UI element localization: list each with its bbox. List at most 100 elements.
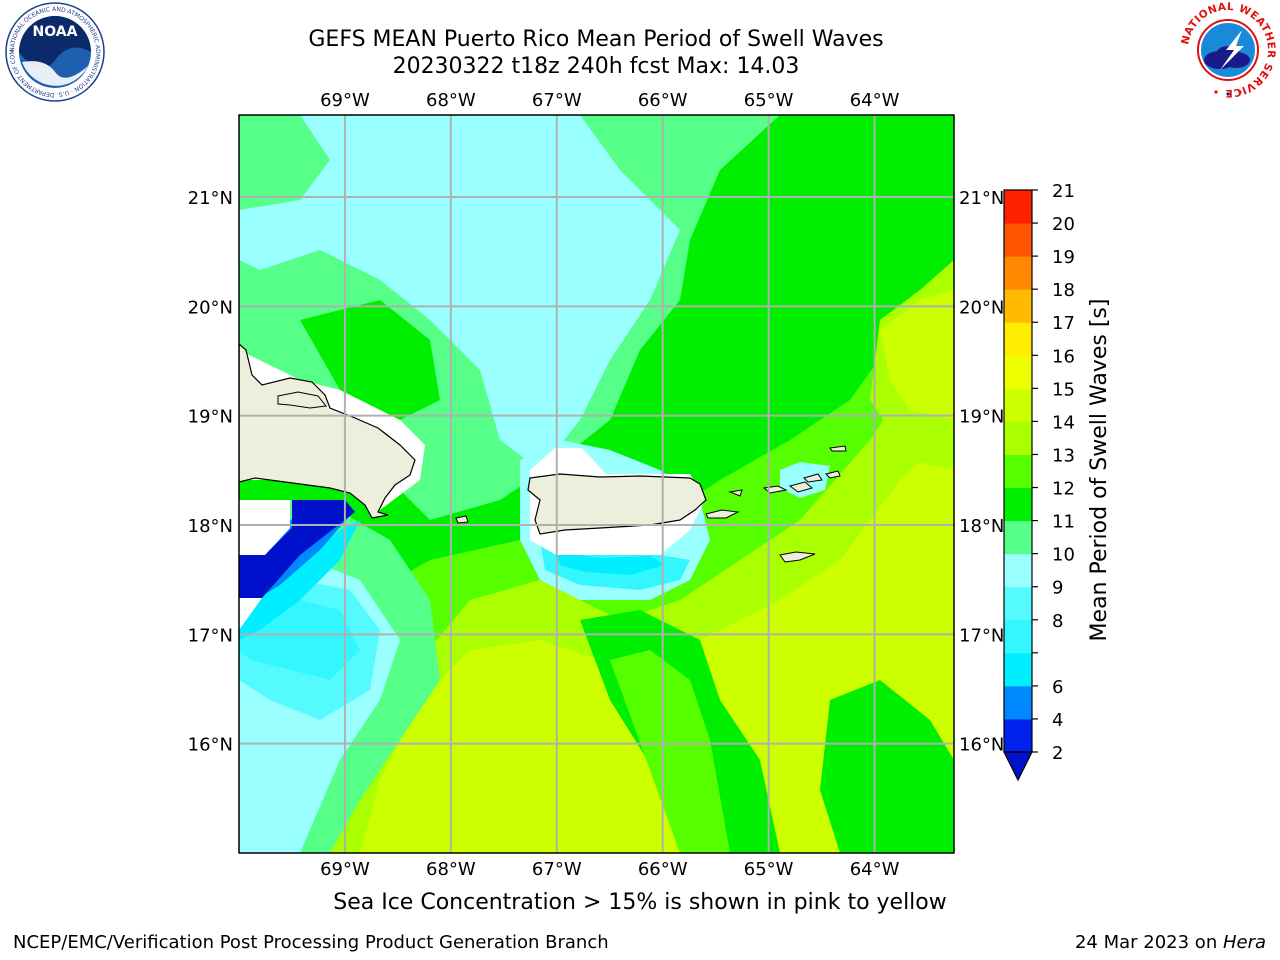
land-hispaniola: [239, 343, 416, 519]
colorbar-swatch: [1004, 652, 1032, 687]
land-mask-hispaniola-2: [239, 500, 290, 555]
colorbar-tick-label: 19: [1052, 247, 1075, 268]
colorbar-tick-label: 18: [1052, 280, 1075, 301]
colorbar-tick-label: 10: [1052, 545, 1075, 566]
colorbar-tick-label: 17: [1052, 313, 1075, 334]
lon-label: 64°W: [850, 90, 900, 111]
lat-label: 18°N: [188, 516, 233, 537]
colorbar-swatch: [1004, 520, 1032, 555]
sea-ice-note: Sea Ice Concentration > 15% is shown in …: [333, 890, 947, 915]
colorbar-tick-label: 15: [1052, 379, 1075, 400]
lon-label: 68°W: [426, 859, 476, 880]
footer-host: Hera: [1222, 932, 1266, 953]
contour-14s-east: [880, 290, 954, 420]
lat-label: 19°N: [959, 407, 1004, 428]
colorbar-swatch: [1004, 223, 1032, 257]
colorbar-tick-label: 4: [1052, 710, 1063, 731]
colorbar-swatch: [1004, 256, 1032, 290]
lat-label: 21°N: [188, 188, 233, 209]
colorbar-tick-label: 8: [1052, 611, 1063, 632]
lat-labels-right: 21°N 20°N 19°N 18°N 17°N 16°N: [959, 188, 1004, 756]
colorbar-ticks: 2 4 6 8 9 10 11 12 13 14 15 16 17 18 19 20 21: [1032, 181, 1075, 764]
lat-label: 17°N: [959, 625, 1004, 646]
footer-date: 24 Mar 2023 on Hera: [1075, 932, 1266, 953]
lon-label: 69°W: [320, 90, 370, 111]
lat-label: 21°N: [959, 188, 1004, 209]
contour-12s-south: [610, 650, 730, 853]
contour-14s: [360, 430, 954, 853]
colorbar-tick-label: 16: [1052, 346, 1075, 367]
lon-label: 64°W: [850, 859, 900, 880]
lat-label: 20°N: [188, 297, 233, 318]
contour-11s-se: [820, 680, 954, 853]
colorbar-tick-label: 20: [1052, 214, 1075, 235]
contour-8s-north: [239, 115, 680, 470]
colorbar-label: Mean Period of Swell Waves [s]: [1087, 299, 1112, 642]
land-tortola: [803, 473, 823, 483]
lon-label: 67°W: [532, 90, 582, 111]
lon-labels-top: 69°W 68°W 67°W 66°W 65°W 64°W: [320, 90, 900, 111]
footer-branch: NCEP/EMC/Verification Post Processing Pr…: [13, 932, 609, 953]
colorbar-swatch: [1004, 586, 1032, 621]
lat-label: 16°N: [188, 735, 233, 756]
land-mona: [455, 515, 469, 524]
lat-label: 20°N: [959, 297, 1004, 318]
lat-labels-left: 21°N 20°N 19°N 18°N 17°N 16°N: [188, 188, 233, 756]
lon-labels-bottom: 69°W 68°W 67°W 66°W 65°W 64°W: [320, 859, 900, 880]
colorbar-frame: [1003, 189, 1033, 753]
colorbar-tick-label: 9: [1052, 578, 1063, 599]
contour-8s-vi: [780, 462, 830, 498]
lat-label: 16°N: [959, 735, 1004, 756]
colorbar-tick-label: 14: [1052, 412, 1075, 433]
lon-label: 69°W: [320, 859, 370, 880]
colorbar-swatch: [1004, 421, 1032, 455]
land-puerto-rico: [527, 473, 707, 535]
colorbar-swatch: [1004, 322, 1032, 356]
colorbar-swatch: [1004, 487, 1032, 522]
colorbar-tick-label: 2: [1052, 743, 1063, 764]
colorbar-swatch: [1004, 388, 1032, 422]
lon-label: 68°W: [426, 90, 476, 111]
noaa-logo-text: NOAA: [33, 24, 78, 40]
lon-label: 65°W: [744, 859, 794, 880]
colorbar-swatch: [1004, 454, 1032, 489]
colorbar-swatch: [1004, 355, 1032, 389]
colorbar-swatch: [1004, 190, 1032, 224]
colorbar: [1003, 189, 1033, 782]
land-st-john: [788, 481, 814, 493]
colorbar-tick-label: 13: [1052, 445, 1075, 466]
noaa-logo: NATIONAL OCEANIC AND ATMOSPHERIC ADMINIS…: [0, 0, 105, 102]
nws-logo: NATIONAL WEATHER SERVICE: [1179, 1, 1276, 99]
land-anegada: [829, 445, 847, 452]
colorbar-tick-label: 6: [1052, 677, 1063, 698]
colorbar-swatch: [1004, 289, 1032, 323]
land-virgin-gorda: [825, 470, 841, 479]
colorbar-swatch: [1004, 553, 1032, 588]
land-mask-hispaniola-south: [239, 598, 262, 630]
lon-label: 66°W: [638, 859, 688, 880]
land-vieques: [705, 509, 740, 519]
contour-4s-west: [239, 520, 360, 640]
colorbar-swatch: [1004, 685, 1032, 720]
colorbar-tick-label: 21: [1052, 181, 1075, 202]
lon-label: 66°W: [638, 90, 688, 111]
footer-date-text: 24 Mar 2023 on: [1074, 932, 1223, 953]
colorbar-tick-label: 12: [1052, 479, 1075, 500]
colorbar-swatch: [1004, 619, 1032, 654]
land-gonave-north: [277, 391, 327, 409]
graticule: [239, 115, 954, 853]
lon-label: 65°W: [744, 90, 794, 111]
contour-4s-pr: [555, 552, 665, 575]
land-culebra: [728, 489, 743, 497]
lon-label: 67°W: [532, 859, 582, 880]
contour-9s-nw: [239, 115, 330, 210]
contour-10s-nw: [300, 300, 440, 420]
lat-label: 19°N: [188, 407, 233, 428]
lat-label: 18°N: [959, 516, 1004, 537]
map-title: GEFS MEAN Puerto Rico Mean Period of Swe…: [308, 27, 884, 52]
map-subtitle: 20230322 t18z 240h fcst Max: 14.03: [392, 54, 800, 79]
map-frame: [238, 114, 955, 854]
lat-label: 17°N: [188, 625, 233, 646]
colorbar-tick-label: 11: [1052, 512, 1075, 533]
